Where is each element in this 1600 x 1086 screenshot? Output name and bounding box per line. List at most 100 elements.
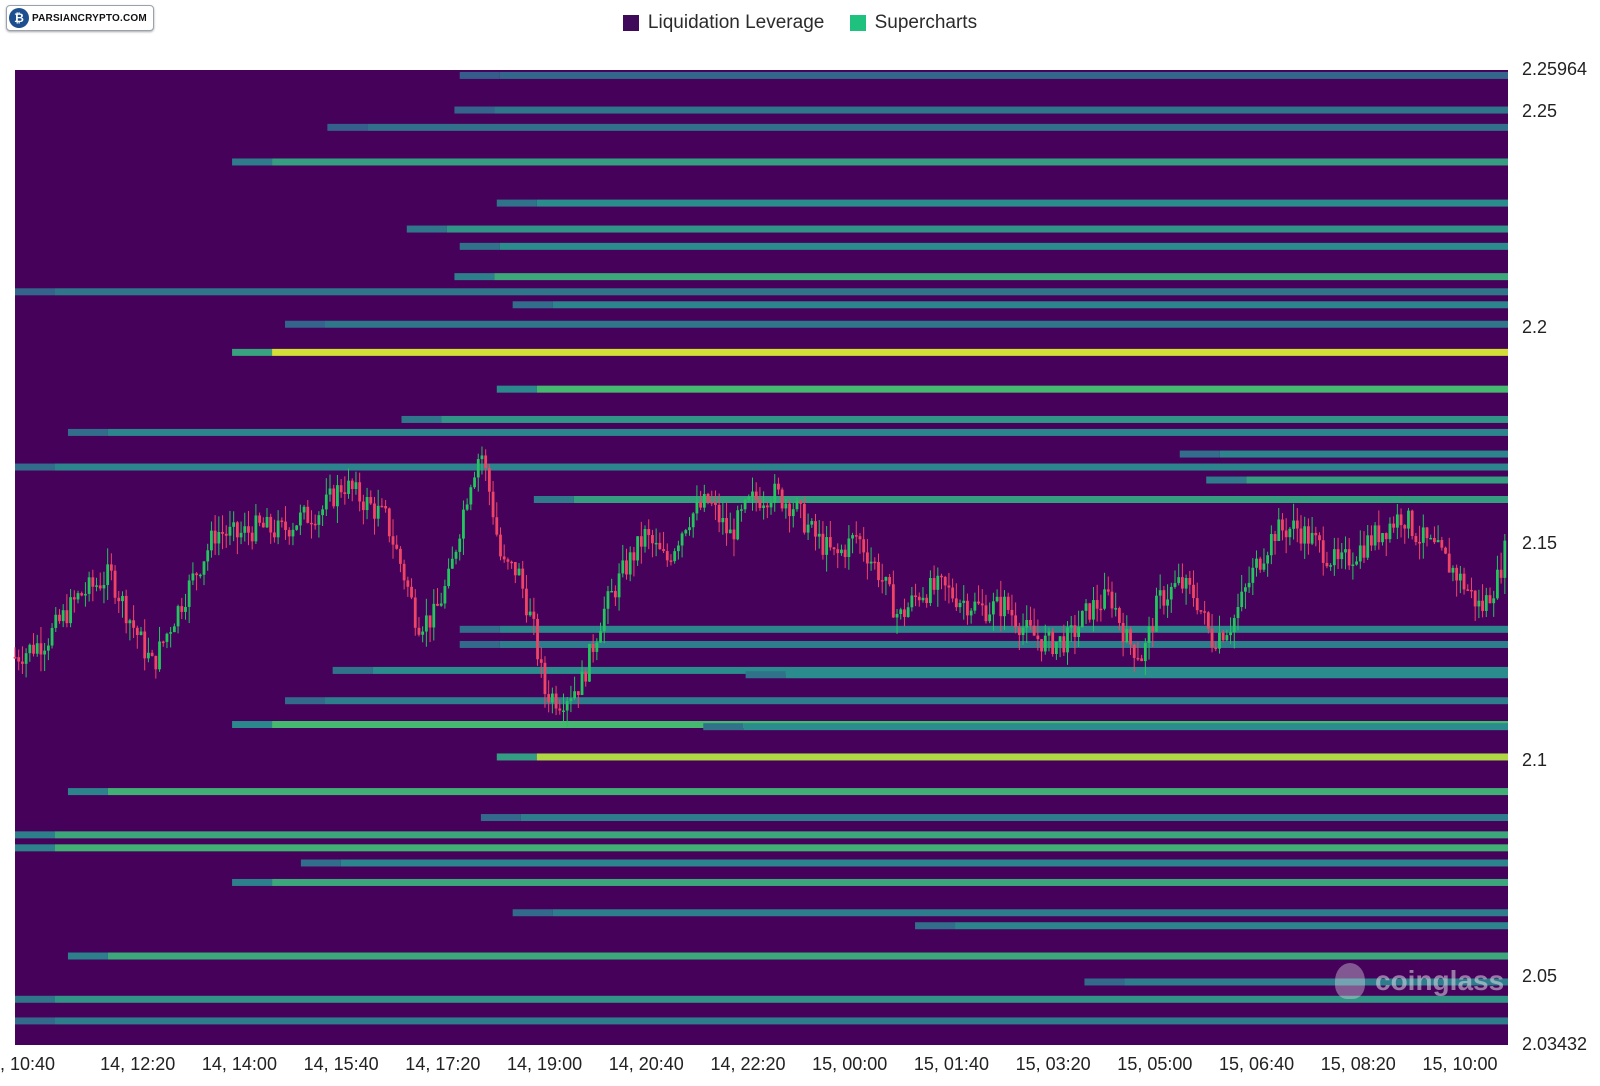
candle-body bbox=[206, 550, 210, 562]
candle-body bbox=[291, 529, 295, 537]
candle-body bbox=[706, 493, 710, 503]
candle-body bbox=[695, 501, 699, 514]
candle-body bbox=[1025, 620, 1029, 628]
candle-body bbox=[543, 662, 547, 695]
candle-body bbox=[1244, 587, 1247, 592]
candle-body bbox=[217, 532, 221, 544]
candle-body bbox=[1496, 569, 1499, 599]
liquidation-band-lead bbox=[454, 106, 495, 114]
candle-body bbox=[828, 537, 832, 548]
liquidation-band bbox=[272, 348, 1508, 356]
x-tick-label: 15, 10:00 bbox=[1422, 1054, 1498, 1074]
candle-body bbox=[1051, 631, 1055, 655]
candle-body bbox=[469, 487, 473, 505]
candle-body bbox=[154, 655, 158, 670]
candle-body bbox=[1099, 608, 1103, 611]
candle-body bbox=[1307, 526, 1310, 544]
candle-body bbox=[373, 503, 376, 519]
candle-body bbox=[891, 584, 895, 618]
candle-body bbox=[1410, 510, 1414, 537]
candle-body bbox=[517, 568, 521, 576]
candle-body bbox=[588, 643, 591, 682]
candle-body bbox=[80, 593, 84, 596]
candle-body bbox=[13, 656, 17, 659]
candle-body bbox=[1444, 547, 1447, 554]
candle-body bbox=[873, 561, 877, 564]
candle-body bbox=[1017, 627, 1021, 636]
candle-body bbox=[1255, 558, 1258, 568]
candle-body bbox=[1088, 603, 1092, 620]
candle-body bbox=[525, 588, 528, 616]
liquidation-band bbox=[367, 123, 1508, 131]
candle-body bbox=[424, 615, 428, 632]
candle-body bbox=[1373, 525, 1377, 546]
candle-body bbox=[840, 549, 843, 554]
candle-body bbox=[506, 559, 510, 562]
candle-body bbox=[1455, 567, 1459, 581]
candle-body bbox=[1162, 590, 1166, 606]
candle-body bbox=[662, 549, 665, 552]
candle-body bbox=[754, 491, 758, 500]
candle-body bbox=[836, 549, 840, 554]
candle-body bbox=[413, 597, 417, 628]
candle-body bbox=[1251, 567, 1255, 583]
candle-body bbox=[1092, 600, 1095, 620]
candle-body bbox=[969, 610, 973, 616]
candle-body bbox=[591, 643, 595, 652]
candle-body bbox=[1299, 528, 1303, 544]
candle-body bbox=[1177, 577, 1181, 584]
candle-body bbox=[865, 552, 869, 564]
liquidation-band-lead bbox=[15, 1017, 55, 1025]
candle-body bbox=[799, 501, 803, 504]
candle-body bbox=[284, 521, 287, 531]
candle-body bbox=[84, 593, 87, 596]
candle-body bbox=[484, 455, 488, 469]
candle-body bbox=[87, 577, 91, 594]
liquidation-band bbox=[499, 71, 1509, 79]
candle-body bbox=[1003, 596, 1006, 617]
liquidation-band-lead bbox=[67, 952, 108, 960]
candle-body bbox=[843, 549, 847, 558]
liquidation-band bbox=[55, 1017, 1508, 1025]
candle-body bbox=[369, 497, 373, 504]
candle-body bbox=[702, 493, 706, 508]
candle-body bbox=[625, 560, 628, 575]
candle-body bbox=[1080, 610, 1084, 628]
candle-body bbox=[536, 618, 539, 660]
candle-body bbox=[1121, 622, 1125, 643]
candle-body bbox=[361, 501, 365, 511]
candle-body bbox=[977, 601, 980, 604]
candle-body bbox=[1166, 599, 1169, 606]
candle-body bbox=[1199, 610, 1203, 612]
liquidation-band bbox=[552, 909, 1508, 917]
candle-body bbox=[250, 532, 254, 542]
site-logo[interactable]: ₿ PARSIANCRYPTO.COM bbox=[6, 5, 154, 31]
candle-body bbox=[1143, 642, 1147, 662]
candle-body bbox=[1277, 519, 1281, 542]
candle-body bbox=[443, 586, 447, 604]
candle-body bbox=[654, 542, 658, 545]
candle-body bbox=[1458, 573, 1462, 581]
candle-body bbox=[113, 570, 117, 598]
legend-item-supercharts[interactable]: Supercharts bbox=[849, 12, 977, 34]
candle-body bbox=[1229, 632, 1232, 636]
candle-body bbox=[269, 516, 273, 533]
candle-body bbox=[195, 573, 198, 576]
x-tick-label: 14, 20:40 bbox=[608, 1054, 684, 1074]
candle-body bbox=[821, 533, 825, 555]
legend-item-liquidation[interactable]: Liquidation Leverage bbox=[622, 12, 824, 34]
candle-body bbox=[221, 532, 224, 534]
logo-text: PARSIANCRYPTO.COM bbox=[32, 12, 147, 24]
candle-body bbox=[884, 577, 888, 581]
candle-body bbox=[1021, 627, 1025, 636]
candle-body bbox=[239, 532, 243, 538]
candle-body bbox=[1184, 577, 1188, 589]
x-tick-label: 15, 06:40 bbox=[1219, 1054, 1295, 1074]
candle-body bbox=[1006, 596, 1010, 610]
candle-body bbox=[1032, 625, 1036, 636]
candle-body bbox=[191, 573, 195, 581]
candle-body bbox=[943, 576, 947, 586]
candle-body bbox=[358, 482, 362, 502]
liquidation-band-lead bbox=[285, 320, 326, 328]
candle-body bbox=[1218, 632, 1221, 649]
